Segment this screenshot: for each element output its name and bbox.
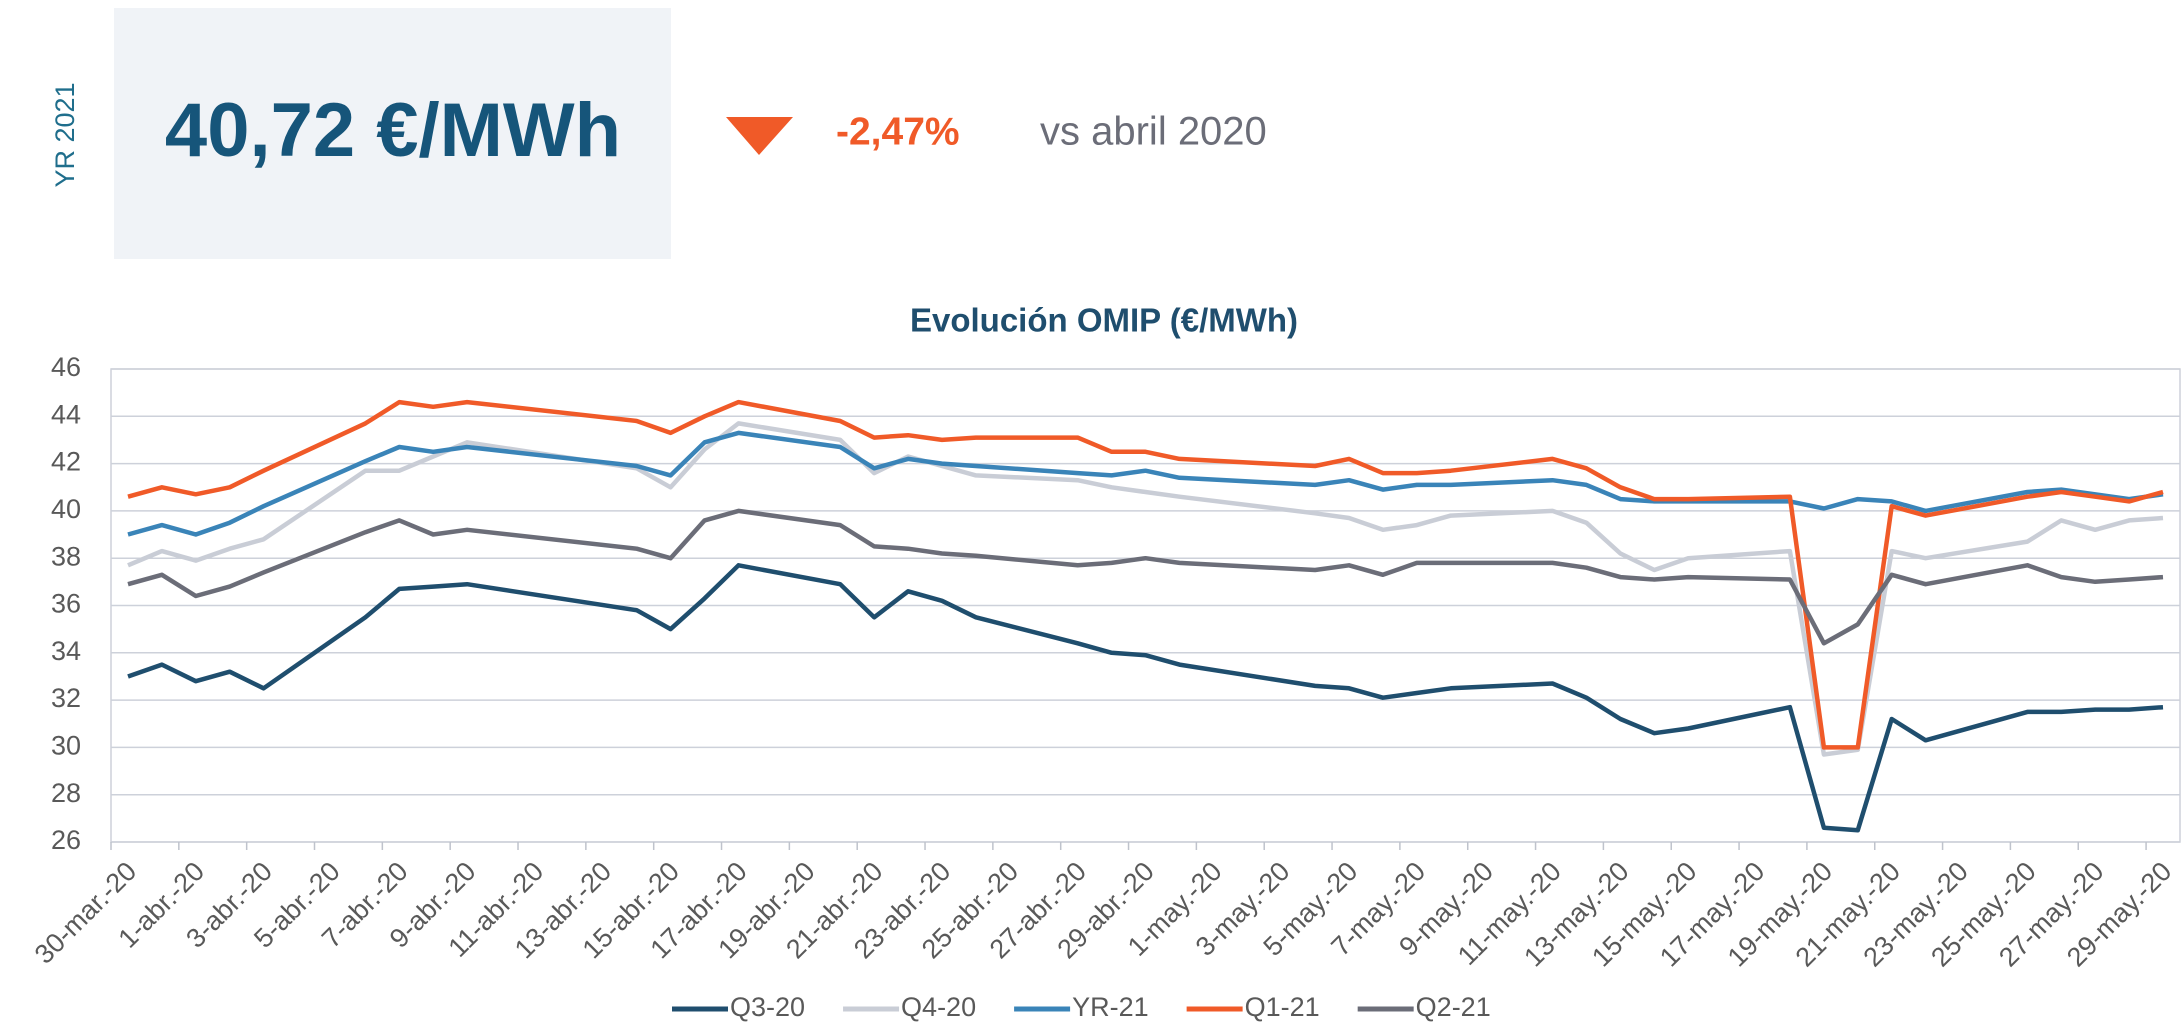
x-tick-label: 30-mar.-20 [29,856,143,970]
y-tick-label: 40 [51,494,81,524]
legend-label: Q4-20 [901,992,976,1022]
y-tick-label: 38 [51,541,81,571]
y-tick-label: 44 [51,399,81,429]
legend-label: Q3-20 [730,992,805,1022]
down-arrow [726,117,793,155]
kpi-label: YR 2021 [50,82,80,187]
series-line [127,421,2164,757]
kpi-comparison: vs abril 2020 [1040,110,1267,154]
y-tick-label: 28 [51,778,81,808]
series-line [127,399,2164,750]
y-tick-label: 32 [51,683,81,713]
plot-frame [110,368,2181,843]
y-tick-label: 42 [51,447,81,477]
series-line [127,430,2164,537]
series-line [127,563,2164,833]
series-line [127,508,2164,646]
y-tick-label: 26 [51,825,81,855]
kpi-value: 40,72 €/MWh [165,88,621,173]
kpi-change: -2,47% [836,110,960,153]
y-tick-label: 36 [51,589,81,619]
kpi-box [114,8,671,259]
legend-label: YR-21 [1072,992,1149,1022]
legend-label: Q1-21 [1245,992,1320,1022]
y-tick-label: 46 [51,352,81,382]
legend-label: Q2-21 [1416,992,1491,1022]
y-tick-label: 30 [51,731,81,761]
y-tick-label: 34 [51,636,81,666]
chart-title: Evolución OMIP (€/MWh) [910,302,1298,339]
